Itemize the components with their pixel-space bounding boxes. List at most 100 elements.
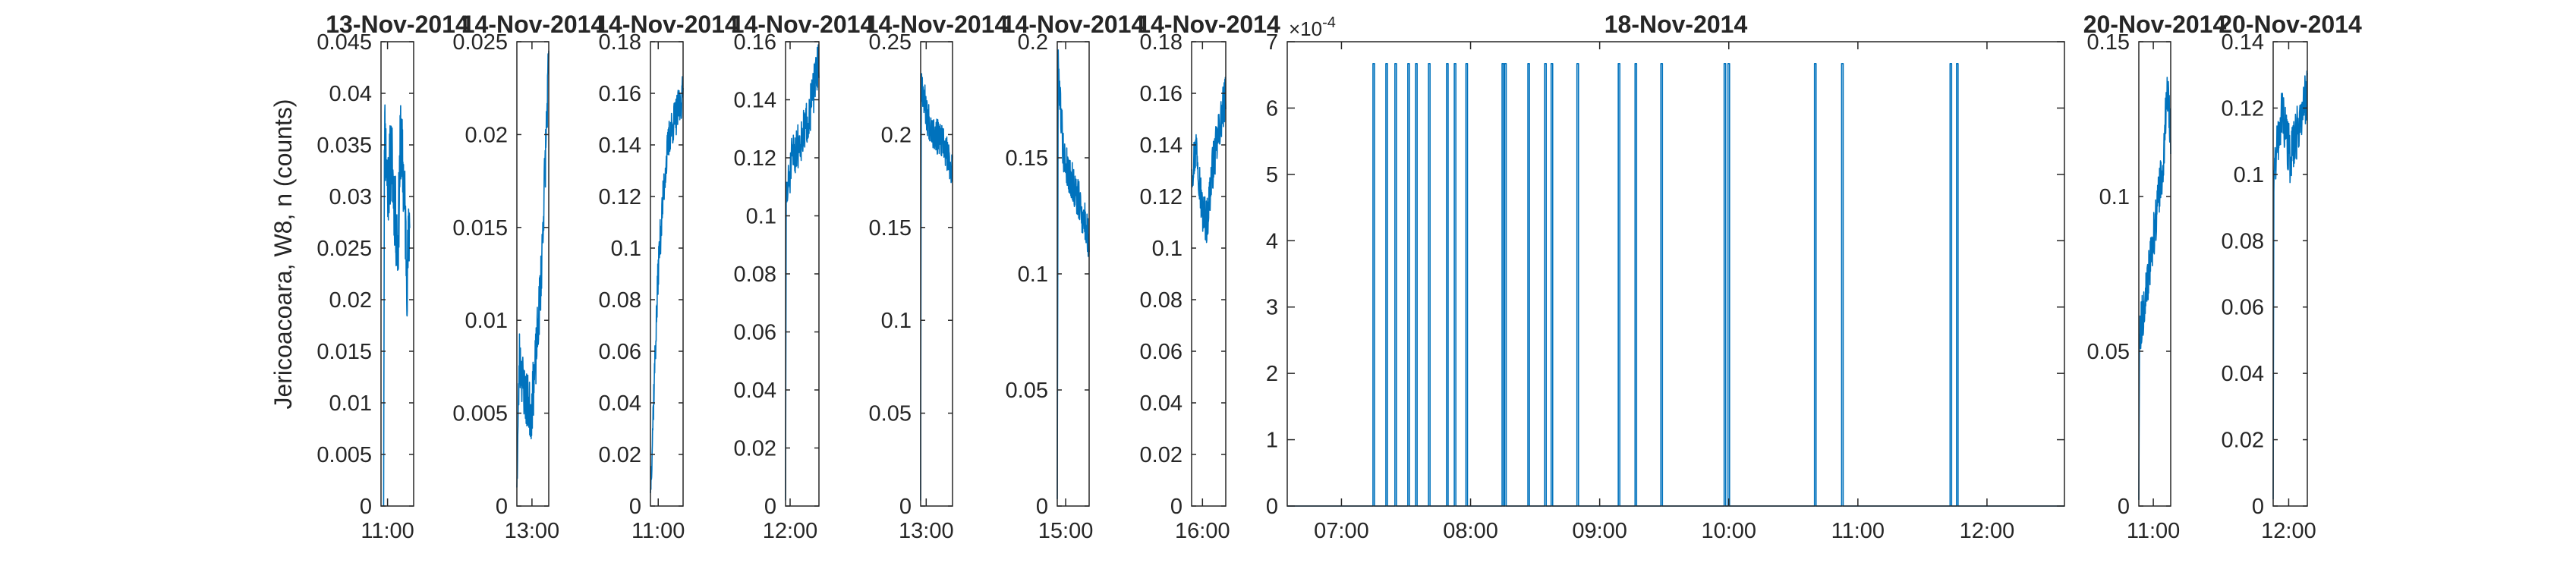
subplot-9: 0 0.05 0.1 0.15 11:00 20-Nov-2014 — [2083, 11, 2227, 543]
y-tick-label: 0.02 — [465, 123, 508, 147]
x-tick-label: 12:00 — [1960, 519, 2015, 543]
y-tick-label: 0.16 — [734, 30, 776, 55]
x-tick-label: 12:00 — [2261, 519, 2316, 543]
y-tick-label: 0.18 — [599, 30, 641, 55]
y-tick-label: 0.1 — [2099, 185, 2130, 209]
panel-title: 14-Nov-2014 — [461, 11, 605, 38]
panel-title: 20-Nov-2014 — [2083, 11, 2227, 38]
y-tick-label: 0.12 — [734, 146, 776, 171]
y-tick-label: 0.25 — [869, 30, 912, 55]
y-tick-label: 0.08 — [2222, 229, 2264, 253]
x-tick-label: 13:00 — [505, 519, 560, 543]
axes-box-2 — [516, 41, 550, 507]
y-tick-label: 0.05 — [1006, 379, 1048, 403]
panel-title: 13-Nov-2014 — [326, 11, 469, 38]
series-line-3 — [650, 76, 684, 494]
panel-title: 14-Nov-2014 — [1002, 11, 1145, 38]
axes-box-3 — [650, 41, 684, 507]
panel-title: 14-Nov-2014 — [865, 11, 1009, 38]
y-tick-label: 0.15 — [869, 216, 912, 240]
y-tick-label: 4 — [1266, 229, 1278, 253]
series-line-5 — [920, 73, 953, 501]
y-tick-label: 0.02 — [329, 288, 372, 313]
x-tick-label: 10:00 — [1701, 519, 1756, 543]
panel-title: 14-Nov-2014 — [1137, 11, 1280, 38]
y-tick-label: 0.04 — [599, 391, 641, 416]
series-line-4 — [785, 44, 820, 501]
y-tick-label: 0.08 — [599, 288, 641, 313]
y-tick-label: 0.02 — [2222, 429, 2264, 453]
y-tick-label: 0.12 — [599, 185, 641, 209]
series-line-2 — [516, 51, 550, 488]
y-tick-label: 7 — [1266, 30, 1278, 55]
x-tick-label: 11:00 — [2127, 519, 2180, 543]
y-tick-label: 0 — [1170, 495, 1183, 519]
y-tick-label: 0.18 — [1140, 30, 1183, 55]
y-tick-label: 0.1 — [1018, 262, 1048, 287]
y-tick-label: 0.16 — [1140, 82, 1183, 106]
y-tick-label: 0.005 — [316, 443, 372, 467]
y-tick-label: 0.1 — [2234, 163, 2264, 187]
y-axis-label: Jericoacoara, W8, n (counts) — [269, 99, 297, 409]
y-tick-label: 0 — [1266, 495, 1278, 519]
y-tick-label: 0.1 — [1152, 237, 1183, 261]
series-line-8 — [1287, 63, 2064, 507]
subplot-4: 0 0.02 0.04 0.06 0.08 0.1 0.12 0.14 0.16 12:00 14-… — [731, 11, 874, 543]
subplot-3: 0 0.02 0.04 0.06 0.08 0.1 0.12 0.14 0.16 0.18 11:0… — [595, 11, 738, 543]
x-tick-label: 09:00 — [1572, 519, 1627, 543]
y-tick-label: 0.1 — [881, 309, 912, 333]
y-tick-label: 0.015 — [452, 216, 508, 240]
panels: 0 0.005 0.01 0.015 0.02 0.025 0.03 0.035 0.04 0.0… — [316, 11, 2362, 543]
y-tick-label: 0.025 — [316, 237, 372, 261]
panel-title: 14-Nov-2014 — [595, 11, 738, 38]
series-line-7 — [1191, 77, 1227, 244]
y-tick-label: 0.035 — [316, 134, 372, 158]
y-tick-label: 0.06 — [599, 340, 641, 364]
y-exponent-label: ×10-4 — [1289, 14, 1336, 40]
y-tick-label: 0 — [629, 495, 641, 519]
subplot-1: 0 0.005 0.01 0.015 0.02 0.025 0.03 0.035 0.04 0.0… — [316, 11, 469, 543]
y-tick-label: 0.01 — [329, 391, 372, 416]
y-tick-label: 0.14 — [734, 89, 776, 113]
y-tick-label: 0.12 — [1140, 185, 1183, 209]
series-line-1 — [383, 104, 411, 507]
axes-box-7 — [1191, 41, 1227, 507]
y-tick-label: 0.02 — [734, 437, 776, 461]
y-tick-label: 0.15 — [1006, 146, 1048, 171]
y-tick-label: 0.04 — [329, 82, 372, 106]
y-tick-label: 0.03 — [329, 185, 372, 209]
x-tick-label: 11:00 — [1831, 519, 1885, 543]
y-tick-label: 0.02 — [599, 443, 641, 467]
panel-title: 18-Nov-2014 — [1604, 11, 1748, 38]
y-tick-label: 0 — [899, 495, 912, 519]
y-tick-label: 1 — [1266, 429, 1278, 453]
subplot-8: 0 1 2 3 4 5 6 7 07:00 08:00 09:00 10:00 11:00 12:00 ×1… — [1266, 11, 2065, 543]
subplot-7: 0 0.02 0.04 0.06 0.08 0.1 0.12 0.14 0.16 0.18 16:0… — [1137, 11, 1280, 543]
axes-box-5 — [920, 41, 953, 507]
y-tick-label: 0.12 — [2222, 96, 2264, 121]
axes-box-8 — [1286, 41, 2065, 507]
y-tick-label: 0.04 — [734, 379, 776, 403]
x-tick-label: 07:00 — [1314, 519, 1369, 543]
y-tick-label: 6 — [1266, 96, 1278, 121]
y-tick-label: 0.015 — [316, 340, 372, 364]
series-line-10 — [2272, 70, 2308, 500]
x-tick-label: 16:00 — [1175, 519, 1230, 543]
axes-box-10 — [2272, 41, 2308, 507]
y-tick-label: 0.1 — [746, 205, 776, 229]
subplot-2: 0 0.005 0.01 0.015 0.02 0.025 13:00 14-Nov-2014 — [452, 11, 604, 543]
series-line-9 — [2138, 77, 2171, 500]
y-tick-label: 0.15 — [2087, 30, 2130, 55]
subplot-6: 0 0.05 0.1 0.15 0.2 15:00 14-Nov-2014 — [1002, 11, 1145, 543]
y-exponent-power: -4 — [1322, 14, 1336, 31]
panel-title: 14-Nov-2014 — [731, 11, 874, 38]
y-tick-label: 0.08 — [734, 262, 776, 287]
y-tick-label: 0.04 — [1140, 391, 1183, 416]
x-tick-label: 11:00 — [361, 519, 414, 543]
y-tick-label: 0.05 — [869, 402, 912, 426]
series-line-6 — [1057, 49, 1090, 499]
y-tick-label: 0 — [764, 495, 776, 519]
x-tick-label: 12:00 — [763, 519, 818, 543]
y-tick-label: 0 — [496, 495, 508, 519]
